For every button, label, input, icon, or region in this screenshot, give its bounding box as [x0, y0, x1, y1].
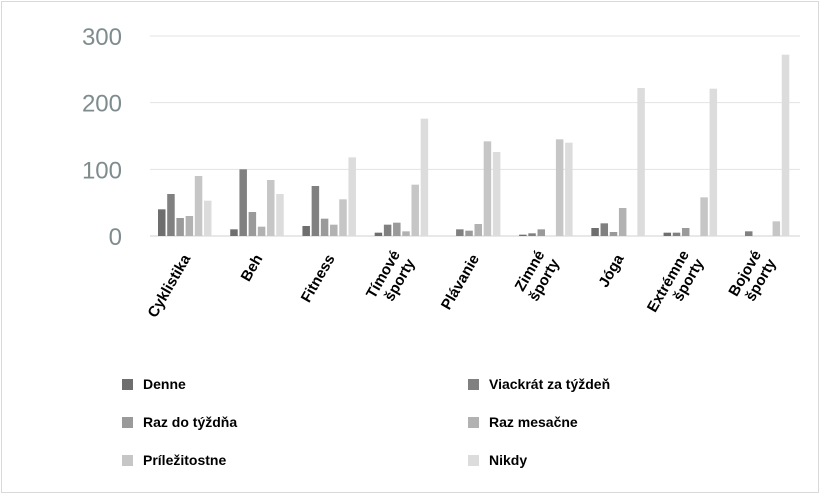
x-tick-label: Fitness: [298, 252, 339, 306]
bar: [330, 224, 338, 236]
bar: [492, 152, 501, 236]
bar: [374, 232, 383, 236]
bar: [267, 180, 275, 236]
bar: [176, 218, 184, 236]
bar: [167, 194, 175, 236]
bar: [600, 223, 609, 236]
bar: [537, 229, 546, 236]
bar: [637, 88, 645, 236]
bar: [239, 169, 247, 236]
bar: [672, 232, 681, 236]
x-tick-label: Cyklistika: [145, 251, 195, 321]
bar: [204, 200, 212, 236]
bar: [565, 142, 573, 236]
bar: [591, 228, 599, 236]
bar: [185, 216, 194, 236]
bar: [158, 209, 166, 236]
y-tick-label: 100: [82, 157, 122, 184]
bar: [483, 141, 492, 236]
bar: [348, 157, 356, 236]
y-tick-label: 300: [82, 24, 122, 51]
x-tick-label: Jóga: [595, 251, 628, 290]
x-tick-label: Beh: [238, 252, 267, 285]
bar: [681, 228, 690, 236]
bar: [618, 208, 627, 236]
bar: [519, 234, 527, 236]
bar: [456, 229, 464, 236]
bar: [411, 184, 419, 236]
x-tick-label: Bojovéšporty: [725, 247, 780, 308]
bar: [772, 221, 781, 236]
x-tick-label: Tímovéšporty: [363, 247, 419, 310]
bar: [474, 224, 482, 236]
bar: [276, 194, 284, 236]
bar: [663, 232, 672, 236]
bar: [339, 199, 347, 236]
x-tick-label: Plávanie: [438, 252, 483, 313]
bar: [465, 230, 473, 236]
bar: [709, 88, 718, 236]
bar: [744, 231, 753, 236]
bar: [302, 226, 310, 236]
x-tick-label: Zimnéšporty: [511, 247, 564, 304]
bar: [402, 231, 410, 236]
bar: [609, 232, 618, 236]
bar: [311, 186, 320, 236]
bar: [700, 197, 708, 236]
bar: [248, 212, 257, 236]
bar: [528, 233, 536, 236]
bar: [194, 176, 203, 236]
y-tick-label: 0: [109, 224, 122, 251]
bar: [555, 139, 564, 236]
bar: [383, 224, 392, 236]
bar: [230, 229, 238, 236]
bar: [393, 222, 401, 236]
x-tick-label: Extrémnešporty: [644, 247, 708, 324]
y-tick-label: 200: [82, 91, 122, 118]
bar: [420, 118, 429, 236]
bar: [781, 54, 790, 236]
bar: [320, 218, 329, 236]
bar: [257, 226, 266, 236]
